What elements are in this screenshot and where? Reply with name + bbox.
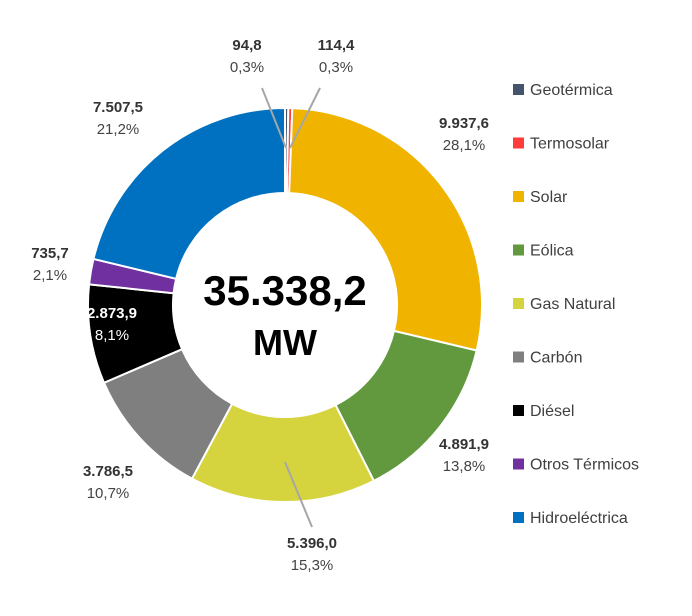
slice-hidroelectrica [92,106,286,281]
slice-solar [288,107,483,352]
legend-swatch-otros-termicos [513,458,524,470]
legend-label-hidroelectrica: Hidroeléctrica [530,510,628,527]
legend-swatch-diesel [513,405,524,416]
legend-label-termosolar: Termosolar [530,136,610,153]
leader-line-gas-natural [284,461,313,528]
legend-swatch-eolica [513,244,524,256]
pct-label-gas-natural: 15,3% [291,557,334,574]
pct-label-diesel: 8,1% [95,327,129,344]
pct-label-solar: 28,1% [443,137,486,154]
legend-swatch-gas-natural [513,298,524,309]
pct-label-eolica: 13,8% [443,458,486,475]
legend-swatch-geotermica [513,84,524,95]
value-label-otros-termicos: 735,7 [31,245,69,262]
value-label-gas-natural: 5.396,0 [287,535,337,552]
center-total-value: 35.338,2 [203,267,367,314]
pct-label-hidroelectrica: 21,2% [97,121,140,138]
legend-swatch-solar [513,191,524,202]
pct-label-otros-termicos: 2,1% [33,267,67,284]
leader-line-termosolar [289,87,321,149]
legend-label-solar: Solar [530,189,568,206]
pct-label-geotermica: 0,3% [230,59,264,76]
value-label-eolica: 4.891,9 [439,436,489,453]
legend-label-otros-termicos: Otros Térmicos [530,457,639,474]
legend: Geotérmica Termosolar Solar Eólica Gas Natur… [513,82,639,527]
value-label-termosolar: 114,4 [318,37,355,54]
legend-label-carbon: Carbón [530,350,582,367]
pct-label-carbon: 10,7% [87,485,130,502]
value-label-hidroelectrica: 7.507,5 [93,99,143,116]
legend-label-geotermica: Geotérmica [530,82,613,99]
legend-swatch-termosolar [513,137,524,149]
leader-line-geotermica [261,87,287,149]
center-total-unit: MW [253,322,317,363]
legend-swatch-hidroelectrica [513,512,524,523]
data-labels: 94,8 0,3% 114,4 0,3% 9.937,6 28,1% 4.891,9 13,8… [31,37,489,574]
value-label-diesel: 2.873,9 [87,305,137,322]
leader-lines [261,87,321,528]
donut-slices [87,106,483,503]
legend-swatch-carbon [513,351,524,363]
legend-label-gas-natural: Gas Natural [530,296,615,313]
legend-label-eolica: Eólica [530,243,574,260]
value-label-solar: 9.937,6 [439,115,489,132]
value-label-geotermica: 94,8 [232,37,261,54]
pct-label-termosolar: 0,3% [319,59,353,76]
value-label-carbon: 3.786,5 [83,463,133,480]
legend-label-diesel: Diésel [530,403,574,420]
